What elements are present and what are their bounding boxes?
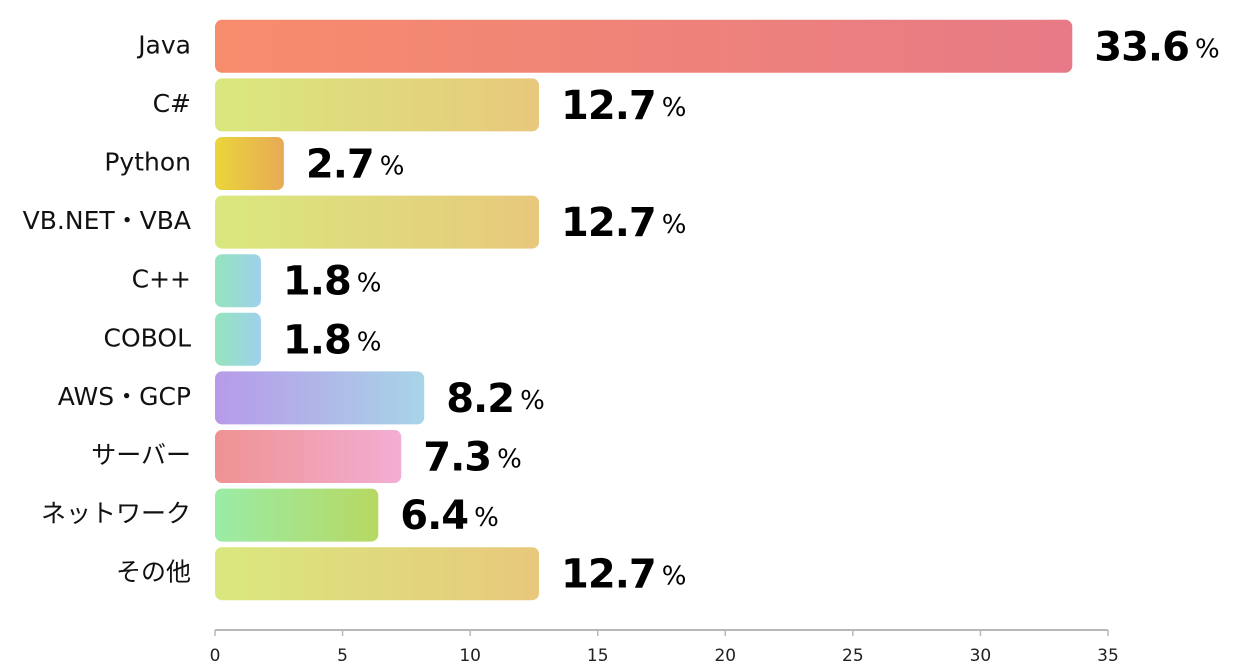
x-tick-label: 0 bbox=[210, 646, 221, 666]
category-label: Python bbox=[104, 148, 191, 177]
bar bbox=[215, 195, 540, 249]
category-label: Java bbox=[136, 30, 191, 59]
category-label: VB.NET・VBA bbox=[23, 206, 191, 235]
bar bbox=[215, 371, 425, 425]
value-label: 12.7% bbox=[561, 552, 686, 598]
x-tick-label: 5 bbox=[337, 646, 348, 666]
bar bbox=[215, 19, 1073, 73]
value-label: 33.6% bbox=[1094, 24, 1219, 70]
value-label: 7.3% bbox=[423, 435, 521, 481]
bar bbox=[215, 254, 261, 308]
category-label: ネットワーク bbox=[41, 499, 191, 528]
x-tick-label: 25 bbox=[842, 646, 864, 666]
bar bbox=[215, 137, 284, 190]
category-label: C++ bbox=[132, 265, 191, 294]
bar bbox=[215, 78, 540, 132]
value-label: 1.8% bbox=[283, 259, 381, 305]
x-tick-label: 20 bbox=[714, 646, 736, 666]
value-label: 12.7% bbox=[561, 200, 686, 246]
bar bbox=[215, 312, 261, 366]
x-tick-label: 10 bbox=[459, 646, 481, 666]
x-tick-label: 35 bbox=[1097, 646, 1119, 666]
category-label: AWS・GCP bbox=[58, 382, 191, 411]
category-label: その他 bbox=[116, 558, 191, 587]
value-label: 2.7% bbox=[306, 142, 404, 188]
category-label: COBOL bbox=[104, 323, 192, 352]
value-label: 6.4% bbox=[400, 493, 498, 539]
bar bbox=[215, 547, 540, 601]
x-tick-label: 15 bbox=[587, 646, 609, 666]
bar bbox=[215, 430, 402, 483]
category-label: C# bbox=[153, 89, 191, 118]
value-label: 12.7% bbox=[561, 83, 686, 129]
value-label: 8.2% bbox=[446, 376, 544, 422]
category-label: サーバー bbox=[91, 441, 191, 470]
bar bbox=[215, 488, 379, 542]
x-tick-label: 30 bbox=[970, 646, 992, 666]
value-label: 1.8% bbox=[283, 317, 381, 363]
